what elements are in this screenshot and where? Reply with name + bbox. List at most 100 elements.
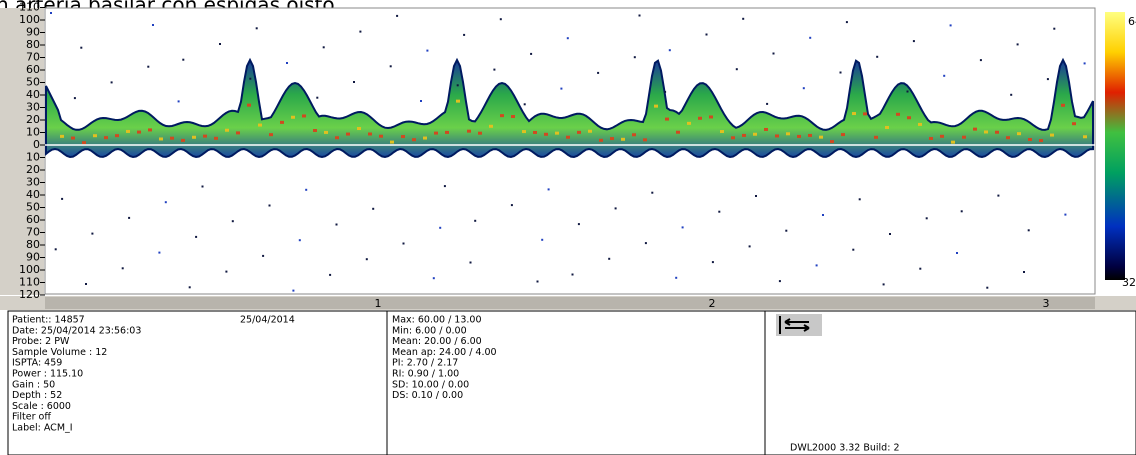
velocity-label: 50: [26, 201, 40, 214]
noise: [736, 68, 738, 70]
noise: [85, 283, 87, 285]
noise: [1047, 78, 1049, 80]
velocity-label: 10: [26, 126, 40, 139]
version: DWL2000 3.32 Build: 2: [790, 443, 899, 454]
color-scale-bottom: 32: [1122, 276, 1136, 289]
noise: [779, 280, 781, 282]
speckle: [544, 133, 548, 136]
noise: [876, 56, 878, 58]
speckle: [412, 138, 416, 141]
noise: [316, 97, 318, 99]
speckle: [720, 130, 724, 133]
noise: [165, 201, 167, 203]
noise: [372, 208, 374, 210]
noise: [91, 233, 93, 235]
measure-line: Mean ap: 24.00 / 4.00: [392, 347, 497, 358]
velocity-label: 70: [26, 51, 40, 64]
speckle: [60, 135, 64, 138]
noise: [852, 249, 854, 251]
speckle: [522, 130, 526, 133]
speckle: [357, 127, 361, 130]
speckle: [1039, 139, 1043, 142]
speckle: [302, 114, 306, 117]
noise: [980, 59, 982, 61]
noise: [682, 226, 684, 228]
velocity-label: 10: [26, 151, 40, 164]
noise: [80, 47, 82, 49]
speckle: [489, 125, 493, 128]
speckle: [863, 112, 867, 115]
info-panel: [8, 311, 1136, 455]
speckle: [621, 138, 625, 141]
velocity-label: 30: [26, 101, 40, 114]
noise: [147, 66, 149, 68]
noise: [840, 72, 842, 74]
noise: [225, 271, 227, 273]
speckle: [896, 113, 900, 116]
noise: [524, 103, 526, 105]
noise: [74, 97, 76, 99]
noise: [639, 15, 641, 17]
velocity-label: 0: [33, 138, 40, 151]
speckle: [1061, 104, 1065, 107]
velocity-label: 60: [26, 213, 40, 226]
speckle: [566, 136, 570, 139]
noise: [152, 24, 154, 26]
speckle: [654, 105, 658, 108]
measure-line: PI: 2.70 / 2.17: [392, 358, 458, 369]
noise: [664, 91, 666, 93]
velocity-label: 120: [19, 288, 40, 301]
noise: [883, 283, 885, 285]
noise: [919, 268, 921, 270]
speckle: [1006, 136, 1010, 139]
patient-line: Probe: 2 PW: [12, 336, 70, 347]
speckle: [709, 115, 713, 118]
speckle: [1017, 132, 1021, 135]
noise: [426, 50, 428, 52]
noise: [474, 220, 476, 222]
speckle: [797, 135, 801, 138]
noise: [997, 195, 999, 197]
speckle: [236, 131, 240, 134]
noise: [439, 227, 441, 229]
speckle: [291, 116, 295, 119]
speckle: [82, 141, 86, 144]
noise: [111, 81, 113, 83]
noise: [926, 217, 928, 219]
speckle: [313, 129, 317, 132]
velocity-label: 80: [26, 38, 40, 51]
noise: [122, 267, 124, 269]
speckle: [511, 115, 515, 118]
noise: [530, 53, 532, 55]
speckle: [269, 133, 273, 136]
noise: [366, 258, 368, 260]
noise: [1023, 271, 1025, 273]
velocity-label: 50: [26, 76, 40, 89]
noise: [189, 286, 191, 288]
speckle: [71, 137, 75, 140]
speckle: [1050, 134, 1054, 137]
speckle: [742, 134, 746, 137]
noise: [541, 239, 543, 241]
noise: [353, 81, 355, 83]
speckle: [852, 112, 856, 115]
speckle: [401, 135, 405, 138]
noise: [299, 239, 301, 241]
speckle: [500, 114, 504, 117]
noise: [785, 230, 787, 232]
noise: [444, 185, 446, 187]
velocity-label: 30: [26, 176, 40, 189]
measure-line: Mean: 20.00 / 6.00: [392, 336, 482, 347]
noise: [128, 217, 130, 219]
speckle: [93, 134, 97, 137]
noise: [578, 223, 580, 225]
noise: [755, 195, 757, 197]
noise: [950, 24, 952, 26]
speckle: [841, 133, 845, 136]
noise: [511, 204, 513, 206]
noise: [182, 59, 184, 61]
noise: [158, 252, 160, 254]
direction-icon[interactable]: [776, 314, 822, 336]
noise: [178, 100, 180, 102]
speckle: [599, 139, 603, 142]
